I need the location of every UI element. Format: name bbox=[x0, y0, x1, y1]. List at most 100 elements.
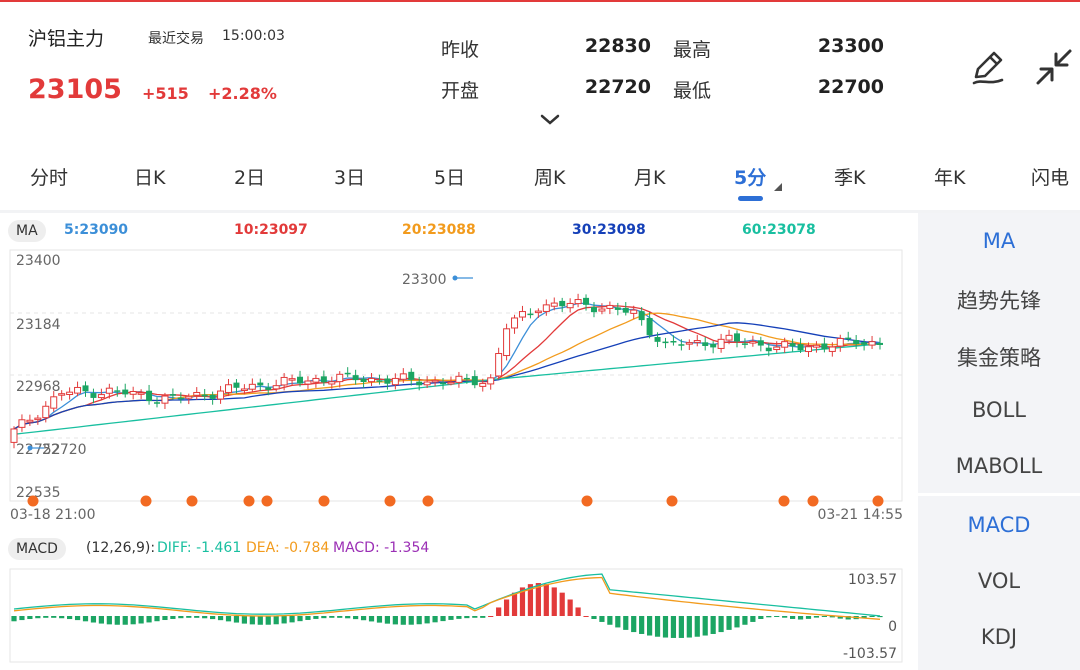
candle-body bbox=[50, 396, 58, 409]
macd-bar bbox=[51, 616, 57, 618]
tab-2day[interactable]: 2日 bbox=[234, 167, 266, 189]
candle-body bbox=[368, 377, 376, 383]
macd-bar bbox=[726, 616, 732, 630]
high-marker-dot bbox=[452, 275, 458, 281]
indicator-gold-strategy[interactable]: 集金策略 bbox=[957, 346, 1041, 370]
macd-bar bbox=[758, 616, 764, 619]
signal-marker bbox=[261, 495, 273, 507]
macd-bar bbox=[869, 616, 875, 617]
ma20-value: 20:23088 bbox=[402, 222, 476, 238]
macd-bar bbox=[114, 616, 120, 625]
macd-bar bbox=[813, 616, 820, 618]
macd-bar bbox=[384, 616, 391, 624]
macd-bar bbox=[257, 616, 263, 625]
tab-monthly-k[interactable]: 月K bbox=[634, 167, 666, 189]
candle-body bbox=[240, 388, 248, 391]
price-tick-lower: 22752 bbox=[16, 442, 61, 458]
tab-5day[interactable]: 5日 bbox=[434, 167, 466, 189]
candle-body bbox=[336, 373, 344, 383]
macd-bar bbox=[337, 616, 343, 618]
indicator-maboll[interactable]: MABOLL bbox=[955, 454, 1043, 478]
candle-body bbox=[765, 347, 772, 352]
chart-frame bbox=[9, 249, 903, 502]
ma20-line bbox=[13, 312, 881, 430]
ma-badge[interactable]: MA bbox=[8, 220, 46, 242]
macd-bar bbox=[543, 584, 549, 616]
macd-bar bbox=[559, 592, 565, 616]
low-annotation: 22720 bbox=[42, 442, 87, 458]
tab-intraday[interactable]: 分时 bbox=[30, 167, 69, 189]
candle-body bbox=[630, 309, 638, 314]
candle-body bbox=[320, 376, 327, 383]
tab-5min[interactable]: 5分 bbox=[734, 167, 767, 189]
indicator-kdj[interactable]: KDJ bbox=[980, 625, 1018, 649]
candle-body bbox=[201, 394, 208, 397]
indicator-vol[interactable]: VOL bbox=[977, 569, 1021, 593]
candle-body bbox=[812, 344, 820, 348]
candle-body bbox=[853, 340, 860, 345]
macd-chart[interactable]: 103.57 0 -103.57 bbox=[0, 565, 918, 670]
indicator-ma[interactable]: MA bbox=[982, 229, 1016, 253]
tab-daily-k[interactable]: 日K bbox=[134, 167, 166, 189]
candle-body bbox=[161, 395, 169, 404]
macd-bar bbox=[297, 616, 303, 622]
candle-body bbox=[34, 417, 42, 421]
macd-bar bbox=[567, 599, 573, 616]
tab-3day[interactable]: 3日 bbox=[334, 167, 366, 189]
macd-bar bbox=[186, 616, 192, 618]
candle-body bbox=[272, 385, 280, 390]
indicator-boll[interactable]: BOLL bbox=[972, 398, 1026, 422]
candle-body bbox=[598, 308, 606, 312]
low-label: 最低 bbox=[673, 80, 712, 102]
macd-axis-top: 103.57 bbox=[848, 572, 897, 588]
macd-frame bbox=[9, 568, 903, 663]
candle-body bbox=[495, 353, 503, 377]
indicator-trend-pioneer[interactable]: 趋势先锋 bbox=[957, 289, 1041, 313]
macd-bar bbox=[877, 616, 883, 618]
candle-body bbox=[122, 389, 129, 395]
dropdown-triangle-icon[interactable] bbox=[774, 183, 782, 191]
indicator-macd[interactable]: MACD bbox=[967, 513, 1031, 537]
tab-lightning[interactable]: 闪电 bbox=[1031, 167, 1070, 189]
macd-dea: DEA: -0.784 bbox=[246, 540, 330, 556]
tab-yearly-k[interactable]: 年K bbox=[934, 167, 966, 189]
candle-body bbox=[614, 307, 621, 310]
price-tick-bottom: 22535 bbox=[16, 485, 61, 501]
candle-body bbox=[583, 297, 590, 305]
macd-badge[interactable]: MACD bbox=[8, 538, 66, 560]
candle-body bbox=[702, 342, 709, 346]
candle-body bbox=[471, 376, 478, 386]
ma30-line bbox=[13, 322, 881, 430]
candle-body bbox=[646, 318, 653, 336]
last-trade-label: 最近交易 bbox=[148, 31, 204, 47]
macd-bar bbox=[607, 616, 613, 625]
candle-body bbox=[606, 304, 614, 309]
tab-quarterly-k[interactable]: 季K bbox=[834, 167, 866, 189]
macd-bar bbox=[281, 616, 287, 624]
candle-body bbox=[97, 394, 105, 399]
macd-bar bbox=[718, 616, 724, 633]
candle-body bbox=[352, 375, 359, 381]
pen-icon[interactable] bbox=[968, 47, 1008, 87]
candle-body bbox=[376, 380, 383, 382]
macd-bar bbox=[313, 616, 319, 619]
signal-marker bbox=[243, 495, 255, 507]
macd-bar bbox=[305, 616, 311, 620]
candle-body bbox=[725, 334, 733, 341]
macd-bar bbox=[90, 616, 97, 623]
chevron-down-icon[interactable] bbox=[540, 114, 560, 126]
macd-diff: DIFF: -1.461 bbox=[157, 540, 242, 556]
active-tab-indicator bbox=[738, 196, 763, 201]
candle-body bbox=[225, 384, 233, 393]
high-annotation: 23300 bbox=[402, 272, 447, 288]
price-tick-top: 23400 bbox=[16, 253, 61, 269]
collapse-arrows-icon[interactable] bbox=[1034, 47, 1074, 87]
macd-bar bbox=[98, 616, 104, 624]
macd-bar bbox=[67, 616, 73, 620]
tab-weekly-k[interactable]: 周K bbox=[534, 167, 566, 189]
macd-bar bbox=[353, 616, 359, 620]
contract-name[interactable]: 沪铝主力 bbox=[28, 28, 105, 50]
candlestick-chart[interactable]: 23400 23184 22968 22752 22535 23300 2272… bbox=[0, 245, 918, 525]
candle-body bbox=[114, 390, 121, 392]
macd-bar bbox=[154, 616, 160, 622]
